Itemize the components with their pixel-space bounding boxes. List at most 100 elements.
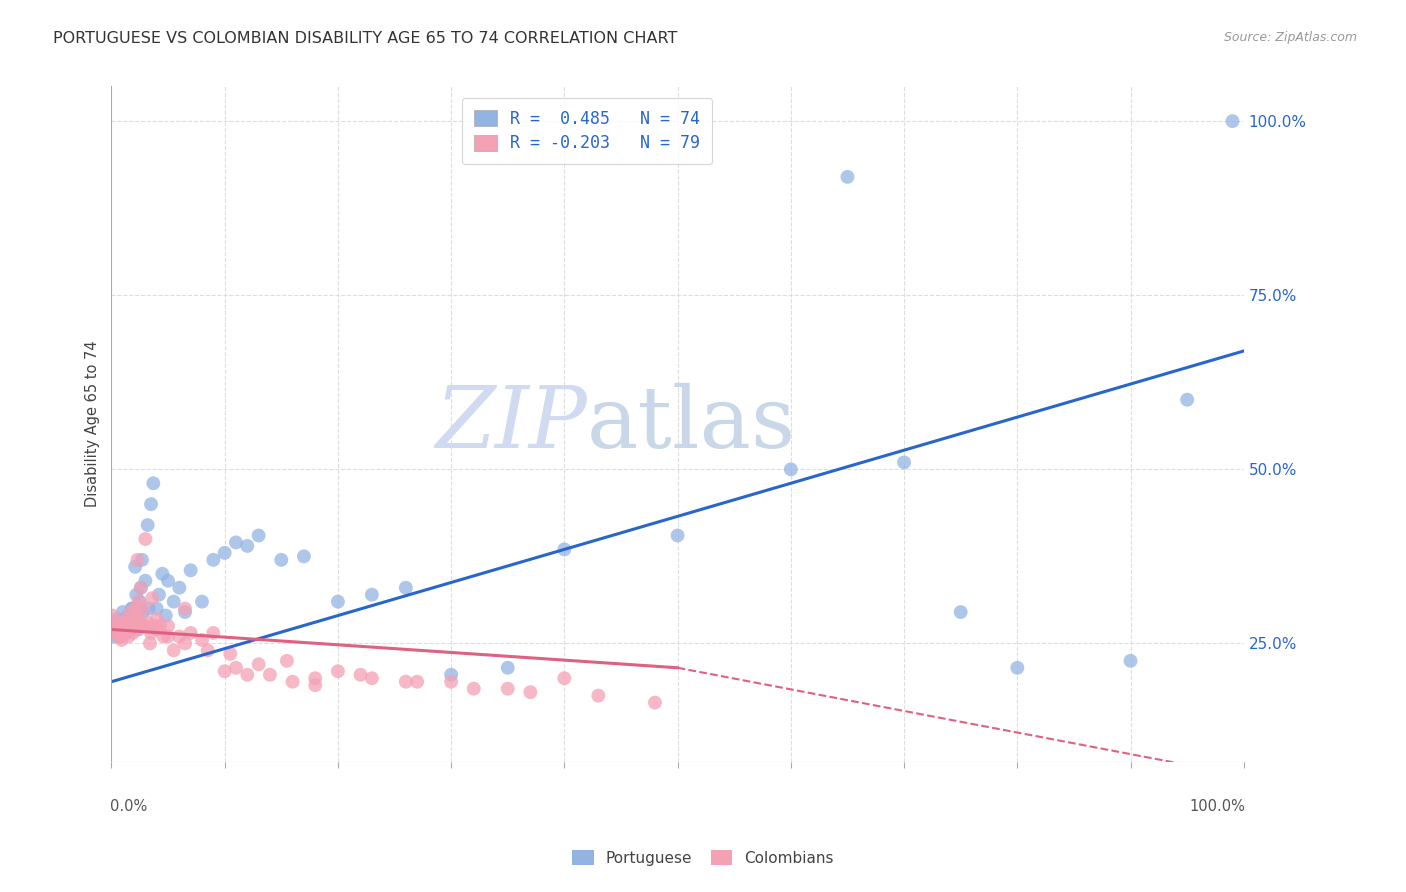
Point (360, 588, 382, 602)
Point (197, 643, 219, 657)
Point (107, 626, 129, 640)
Point (150, 566, 173, 581)
Point (214, 665, 236, 679)
Point (105, 623, 128, 637)
Point (163, 643, 186, 657)
Point (496, 681, 519, 696)
Point (157, 619, 180, 633)
Point (202, 553, 225, 567)
Point (127, 553, 149, 567)
Point (141, 591, 163, 606)
Point (114, 619, 136, 633)
Point (1175, 392, 1198, 407)
Point (108, 619, 131, 633)
Point (174, 605, 197, 619)
Point (236, 539, 259, 553)
Point (191, 594, 214, 608)
Point (104, 626, 127, 640)
Point (117, 615, 139, 630)
Point (519, 685, 541, 699)
Point (214, 546, 236, 560)
Point (149, 619, 172, 633)
Text: PORTUGUESE VS COLOMBIAN DISABILITY AGE 65 TO 74 CORRELATION CHART: PORTUGUESE VS COLOMBIAN DISABILITY AGE 6… (53, 31, 678, 46)
Text: atlas: atlas (588, 383, 796, 466)
Point (174, 601, 197, 615)
Point (134, 619, 156, 633)
Point (118, 623, 141, 637)
Point (103, 630, 125, 644)
Legend: Portuguese, Colombians: Portuguese, Colombians (565, 843, 841, 873)
Point (107, 619, 129, 633)
Text: Source: ZipAtlas.com: Source: ZipAtlas.com (1223, 31, 1357, 45)
Point (496, 661, 519, 675)
Point (157, 630, 180, 644)
Point (124, 601, 146, 615)
Point (304, 671, 326, 685)
Point (169, 581, 191, 595)
Point (406, 674, 429, 689)
Point (128, 594, 150, 608)
Point (108, 630, 131, 644)
Point (122, 615, 145, 630)
Point (117, 630, 139, 644)
Point (666, 528, 689, 542)
Point (219, 647, 242, 661)
Point (281, 674, 304, 689)
Point (114, 623, 136, 637)
Point (117, 619, 139, 633)
Point (157, 574, 180, 588)
Point (127, 615, 149, 630)
Point (148, 588, 170, 602)
Point (152, 630, 174, 644)
Point (440, 674, 463, 689)
Point (121, 601, 143, 615)
Point (118, 619, 141, 633)
Point (326, 594, 349, 608)
Point (110, 626, 132, 640)
Point (553, 671, 575, 685)
Point (1222, 114, 1244, 128)
Point (104, 615, 127, 630)
Point (131, 553, 153, 567)
Point (138, 601, 160, 615)
Point (463, 681, 485, 696)
Point (111, 615, 134, 630)
Point (395, 674, 418, 689)
Point (134, 532, 156, 546)
Point (128, 594, 150, 608)
Point (136, 615, 159, 630)
Point (349, 667, 371, 681)
Point (108, 615, 131, 630)
Point (114, 612, 136, 626)
Point (155, 608, 177, 623)
Point (304, 678, 326, 692)
Point (127, 608, 149, 623)
Point (180, 626, 202, 640)
Point (440, 667, 463, 681)
Point (134, 574, 156, 588)
Point (360, 671, 382, 685)
Point (128, 615, 150, 630)
Text: 0.0%: 0.0% (110, 799, 148, 814)
Point (128, 615, 150, 630)
Legend: R =  0.485   N = 74, R = -0.203   N = 79: R = 0.485 N = 74, R = -0.203 N = 79 (463, 98, 711, 164)
Point (120, 605, 142, 619)
Point (104, 615, 127, 630)
Point (136, 518, 159, 533)
Point (122, 612, 145, 626)
Point (101, 619, 124, 633)
Point (139, 497, 162, 511)
Point (247, 528, 270, 542)
Point (132, 601, 155, 615)
Point (131, 619, 153, 633)
Point (122, 626, 145, 640)
Point (115, 626, 138, 640)
Point (247, 657, 270, 672)
Y-axis label: Disability Age 65 to 74: Disability Age 65 to 74 (86, 341, 100, 508)
Point (145, 623, 167, 637)
Point (115, 612, 138, 626)
Point (395, 581, 418, 595)
Point (121, 601, 143, 615)
Point (134, 619, 156, 633)
Point (117, 608, 139, 623)
